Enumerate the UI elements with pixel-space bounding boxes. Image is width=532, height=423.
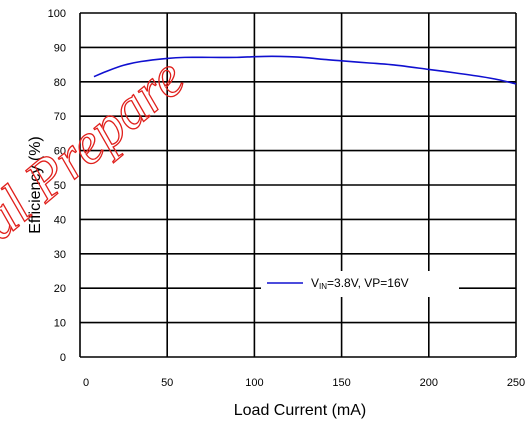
y-tick-label: 70	[54, 111, 66, 123]
legend-label-rest: =3.8V, VP=16V	[327, 276, 409, 290]
legend-label-main: V	[311, 276, 319, 290]
y-tick-label: 60	[54, 146, 66, 158]
x-tick-label: 200	[420, 377, 438, 389]
series-layer	[93, 55, 517, 85]
x-tick-label: 100	[245, 377, 263, 389]
y-tick-label: 50	[54, 180, 66, 192]
y-tick-label: 10	[54, 318, 66, 330]
y-tick-label: 80	[54, 77, 66, 89]
y-tick-label: 30	[54, 249, 66, 261]
y-tick-label: 40	[54, 214, 66, 226]
y-axis-title: Efficiency (%)	[27, 136, 44, 234]
plot-grid	[79, 12, 517, 358]
y-axis-ticks: 0 10 20 30 40 50 60 70 80 90 100	[48, 8, 66, 364]
x-tick-label: 250	[507, 377, 525, 389]
legend-box	[261, 271, 459, 297]
x-axis-ticks: 0 50 100 150 200 250	[83, 377, 525, 389]
y-tick-label: 100	[48, 8, 66, 20]
legend-label-sub: IN	[319, 282, 327, 291]
x-tick-label: 150	[332, 377, 350, 389]
x-tick-label: 50	[161, 377, 173, 389]
legend-label: VIN=3.8V, VP=16V	[311, 276, 409, 291]
y-tick-label: 20	[54, 283, 66, 295]
x-axis-title: Load Current (mA)	[234, 402, 367, 419]
legend: VIN=3.8V, VP=16V	[261, 271, 459, 297]
x-tick-label: 0	[83, 377, 89, 389]
series-line-0	[93, 55, 517, 85]
y-tick-label: 0	[60, 352, 66, 364]
y-tick-label: 90	[54, 42, 66, 54]
